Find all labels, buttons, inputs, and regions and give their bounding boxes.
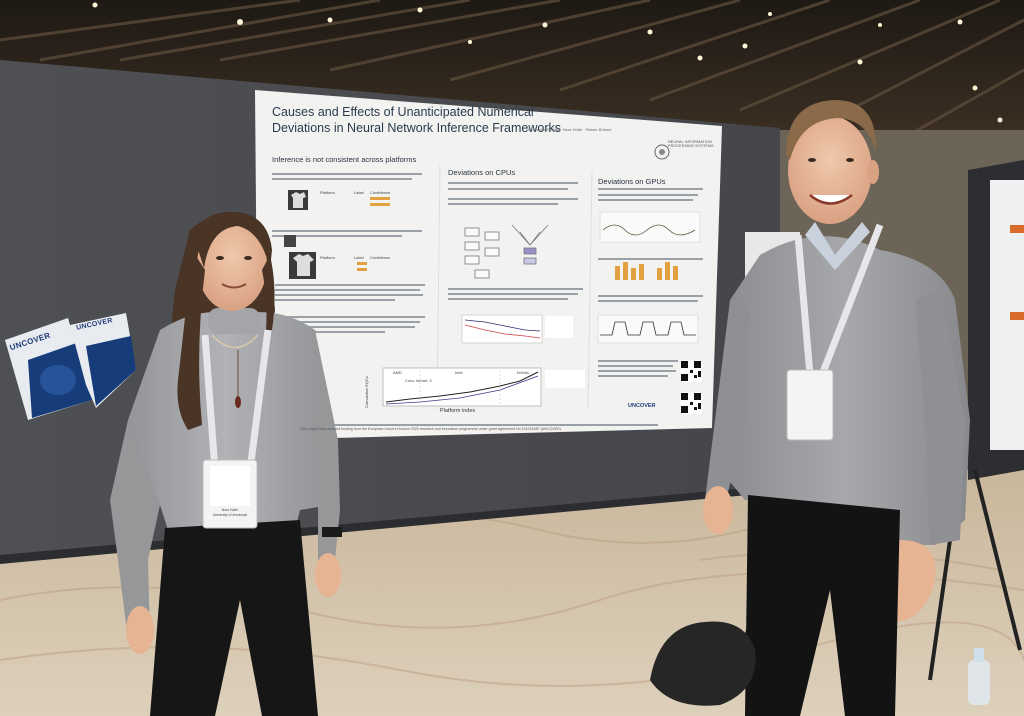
chart-axis-x: Platform index <box>440 408 476 414</box>
poster-cumulative-chart <box>382 367 585 407</box>
chart-label-amd: AMD <box>393 370 402 375</box>
neurips-logo-icon <box>654 144 670 160</box>
jacket-on-floor <box>650 621 756 706</box>
ceiling-slats <box>0 0 1024 142</box>
person-left <box>110 211 342 716</box>
poster <box>255 90 722 440</box>
poster-title-line1: Causes and Effects of Unanticipated Nume… <box>272 105 534 119</box>
poster-diagram <box>464 224 549 279</box>
table-header-label: Label <box>354 255 364 260</box>
right-poster-accent <box>1010 225 1024 233</box>
easel-leg-2 <box>973 469 1022 651</box>
badge-affiliation: University of Innsbruck <box>212 513 248 517</box>
table-header-label: Label <box>354 190 364 195</box>
poster-text-blocks <box>272 173 703 426</box>
ceiling-lights <box>92 2 1003 123</box>
table-header-platform: Platform <box>320 190 335 195</box>
chart-annotation: Conv. kernel: 3 <box>405 378 432 383</box>
poster-title: Causes and Effects of Unanticipated Nume… <box>272 104 572 136</box>
table-header-platform: Platform <box>320 255 335 260</box>
table-header-confidence: Confidence <box>370 190 391 195</box>
poster-logo-text: NEURAL INFORMATION PROCESSING SYSTEMS <box>668 140 714 148</box>
poster-sponsor-logo: UNCOVER <box>628 403 656 409</box>
poster-small-chart <box>461 314 573 344</box>
poster-footer: This project has received funding from t… <box>300 427 561 431</box>
table-header-confidence: Confidence <box>370 255 391 260</box>
poster-sweater-images <box>284 190 316 279</box>
chart-label-nvidia: NVidia <box>517 370 529 375</box>
brochures <box>5 313 136 420</box>
poster-authors: Alexander Schlögl · Nora Hofer · Rainer … <box>527 127 612 132</box>
poster-highlight-cells <box>357 197 390 271</box>
chart-label-intel: Intel <box>455 370 463 375</box>
neurips-logo-inner <box>659 149 665 155</box>
water-bottle <box>968 660 990 705</box>
badge-name: Nora Hofer <box>221 508 239 512</box>
poster-section-heading: Inference is not consistent across platf… <box>272 155 417 164</box>
bottle-cap <box>974 648 984 662</box>
poster-section-heading: Deviations on CPUs <box>448 168 516 177</box>
person-right <box>703 100 970 716</box>
chart-axis-y: Cumulative EQCs <box>364 376 369 408</box>
poster-gpu-charts <box>597 211 701 344</box>
right-poster-accent-2 <box>1010 312 1024 320</box>
poster-section-heading: Deviations on GPUs <box>598 177 666 186</box>
poster-qr-codes <box>680 360 702 414</box>
poster-title-line2: Deviations in Neural Network Inference F… <box>272 121 561 135</box>
